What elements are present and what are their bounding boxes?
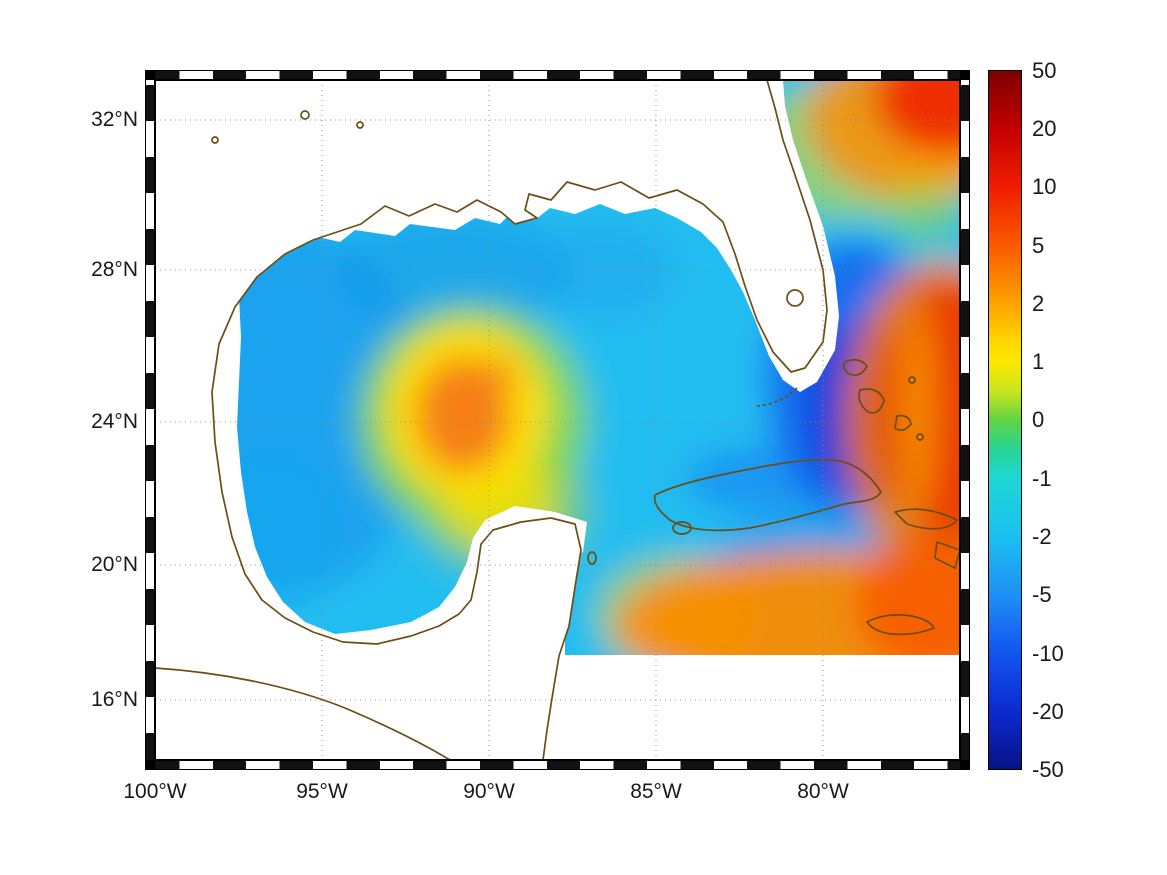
x-tick-80w: 80°W — [797, 780, 849, 803]
frame-right — [960, 70, 970, 770]
bahamas-outlines — [842, 358, 924, 441]
hispaniola-outline — [894, 508, 958, 530]
colorbar — [988, 70, 1022, 770]
cb-tick-0: 0 — [1032, 407, 1045, 432]
y-tick-32n: 32°N — [91, 108, 138, 131]
caribbean-warm-band — [595, 535, 960, 655]
isle-of-youth-outline — [672, 521, 692, 535]
frame-corner-br — [960, 760, 970, 770]
lake-okeechobee-outline — [786, 289, 804, 307]
frame-corner-bl — [145, 760, 155, 770]
cb-tick-10: 10 — [1032, 174, 1057, 199]
hispaniola-edge-outline — [934, 541, 961, 569]
cb-tick-20: 20 — [1032, 116, 1057, 141]
cb-tick-50: 50 — [1032, 58, 1057, 83]
cb-tick-2: 2 — [1032, 291, 1045, 316]
small-lake-1 — [211, 136, 219, 144]
cb-tick-m5: -5 — [1032, 582, 1052, 607]
cb-tick-m50: -50 — [1032, 757, 1064, 782]
cb-tick-m1: -1 — [1032, 466, 1052, 491]
southwest-gulf-blue — [237, 450, 340, 610]
coastlines — [154, 79, 961, 761]
cuba-outline — [653, 458, 882, 532]
cozumel-outline — [587, 551, 597, 565]
map-svg — [154, 79, 961, 761]
cb-tick-m2: -2 — [1032, 524, 1052, 549]
frame-bottom — [145, 760, 970, 770]
x-tick-95w: 95°W — [296, 780, 348, 803]
coastline-mainland — [154, 79, 828, 761]
y-tick-16n: 16°N — [91, 688, 138, 711]
small-lake-2 — [300, 110, 310, 120]
frame-top — [145, 70, 970, 80]
y-tick-24n: 24°N — [91, 410, 138, 433]
y-tick-28n: 28°N — [91, 258, 138, 281]
x-tick-100w: 100°W — [123, 780, 187, 803]
y-tick-20n: 20°N — [91, 553, 138, 576]
x-tick-90w: 90°W — [463, 780, 515, 803]
coastline-pacific — [154, 667, 451, 761]
plot-inner-frame — [155, 80, 960, 760]
cb-tick-m20: -20 — [1032, 699, 1064, 724]
small-lake-3 — [356, 121, 364, 129]
cb-tick-1: 1 — [1032, 349, 1045, 374]
x-tick-85w: 85°W — [630, 780, 682, 803]
map-plot-area — [154, 79, 961, 761]
frame-left — [145, 70, 155, 770]
gridlines — [155, 80, 960, 760]
east-edge-warm-band — [845, 260, 960, 580]
jamaica-outline — [866, 614, 935, 636]
frame-corner-tr — [960, 70, 970, 80]
cb-tick-m10: -10 — [1032, 641, 1064, 666]
frame-corner-tl — [145, 70, 155, 80]
cb-tick-5: 5 — [1032, 233, 1045, 258]
